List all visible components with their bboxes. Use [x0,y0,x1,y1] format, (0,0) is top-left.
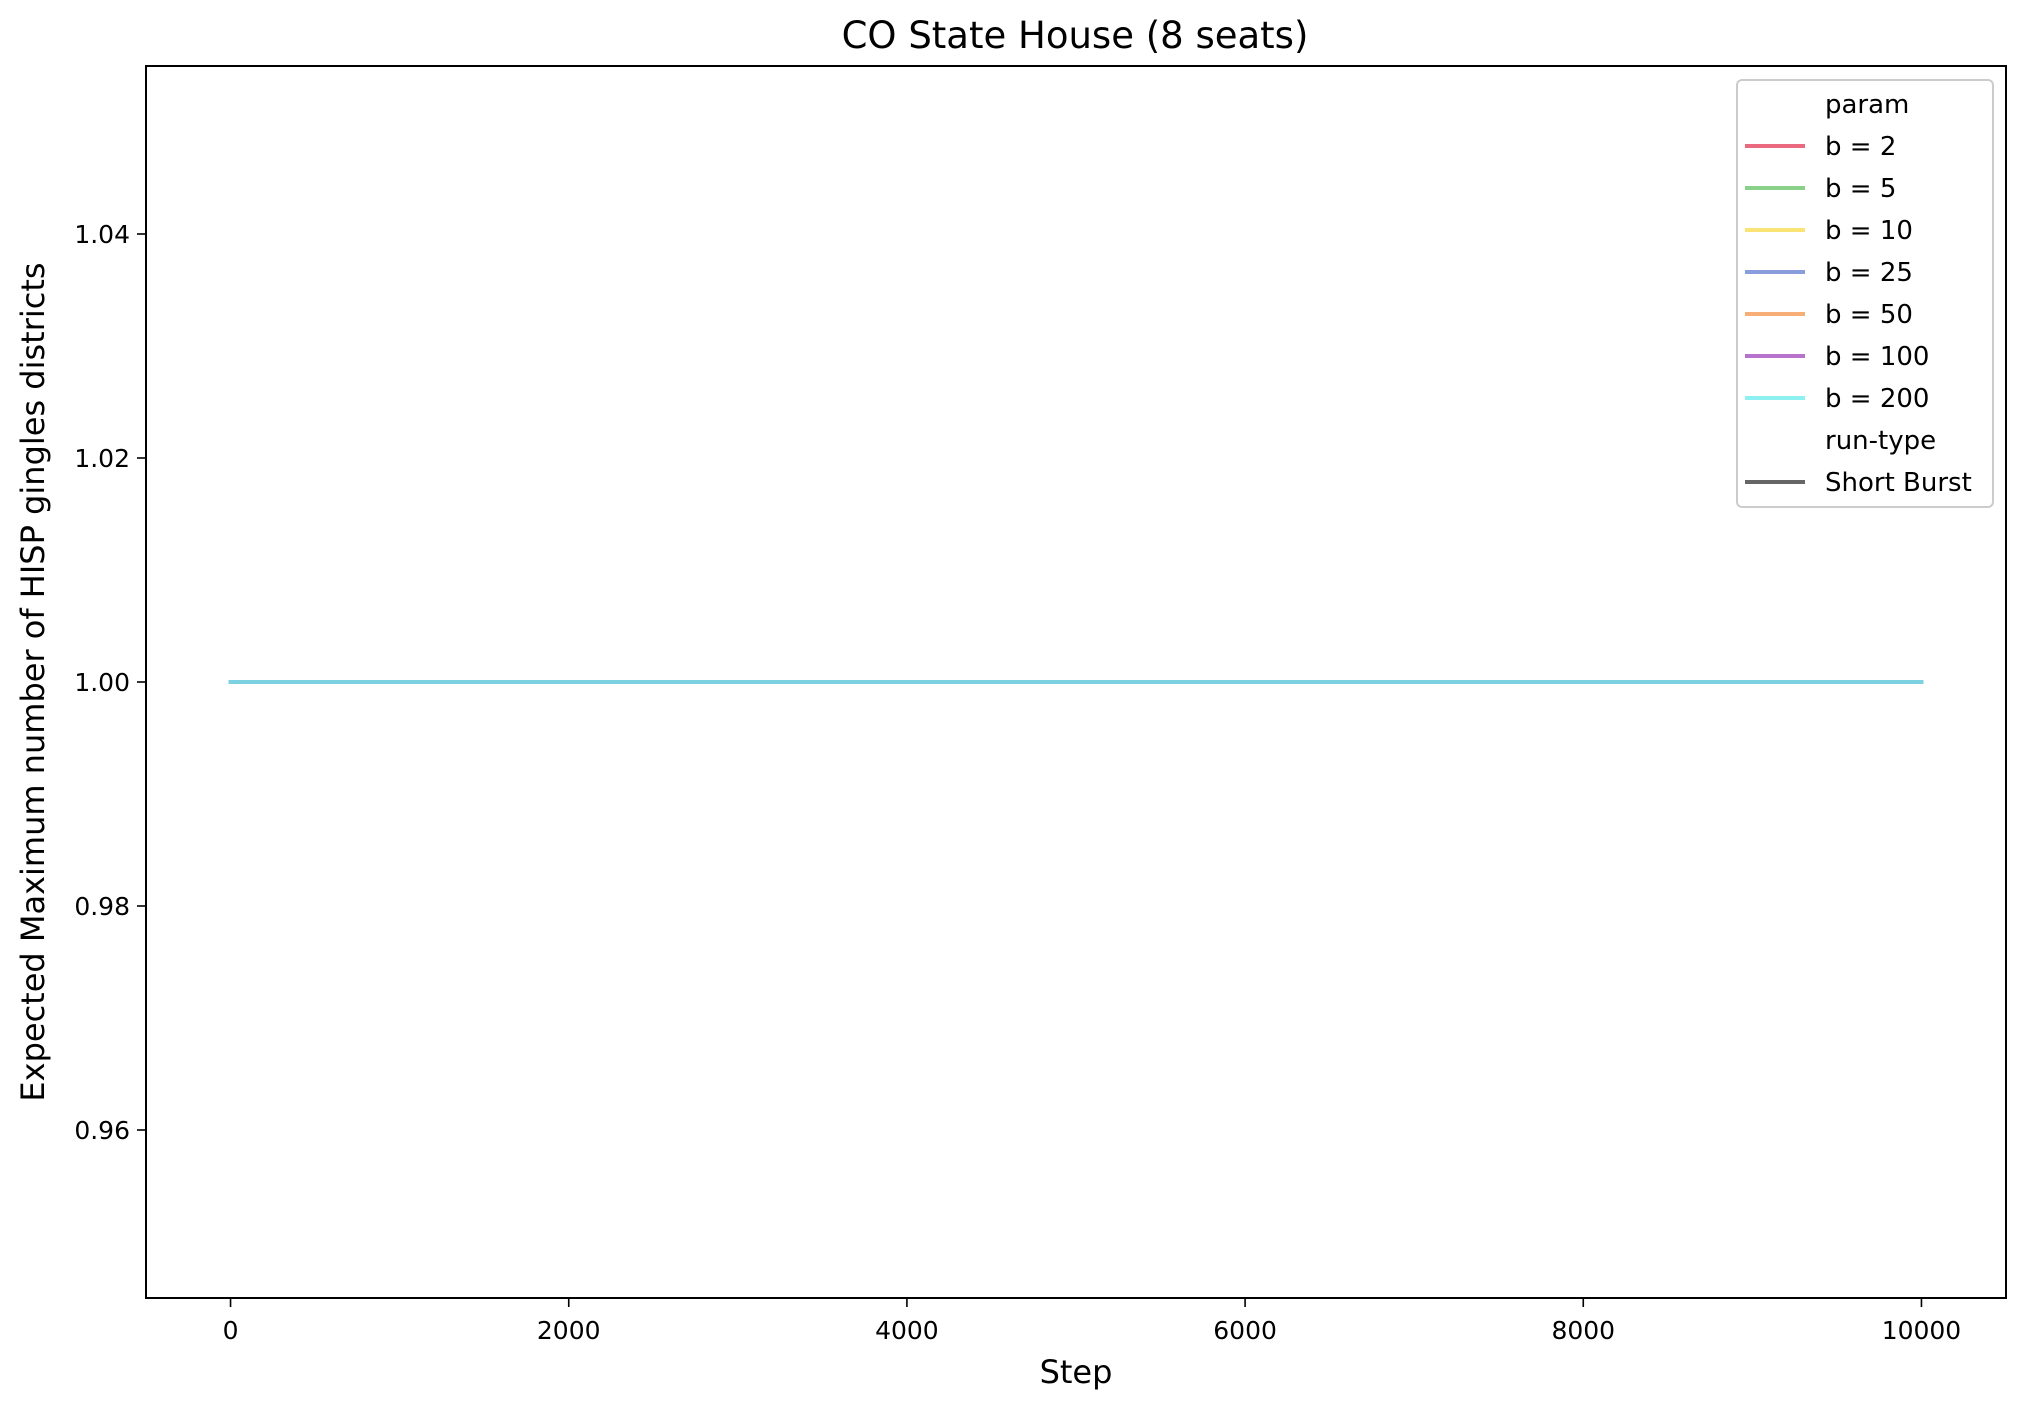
y-axis: 0.96 0.98 1.00 1.02 1.04 [74,220,146,1145]
legend-heading-param: param [1825,90,1909,120]
legend-entry-label: b = 100 [1825,342,1929,372]
x-tick-label: 2000 [537,1316,601,1345]
x-tick-label: 6000 [1213,1316,1277,1345]
y-tick-label: 0.96 [74,1116,130,1145]
legend-entry-label: b = 25 [1825,258,1913,288]
legend-entry-label: b = 5 [1825,174,1896,204]
y-tick-label: 1.02 [74,444,130,473]
legend-heading-run-type: run-type [1825,426,1936,456]
x-axis-label: Step [1040,1353,1113,1391]
y-tick-label: 0.98 [74,892,130,921]
legend-entry-label: b = 2 [1825,132,1896,162]
x-tick-label: 0 [223,1316,239,1345]
x-tick-label: 4000 [875,1316,939,1345]
legend: param b = 2 b = 5 b = 10 b = 25 b = 50 b = 100… [1736,79,1994,508]
y-axis-label: Expected Maximum number of HISP gingles … [14,262,52,1101]
legend-entry-label: b = 10 [1825,216,1913,246]
legend-entry-label: Short Burst [1825,468,1972,498]
chart-title: CO State House (8 seats) [842,14,1309,57]
y-tick-label: 1.00 [74,668,130,697]
x-axis: 0 2000 4000 6000 8000 10000 [223,1298,1962,1345]
x-tick-label: 10000 [1882,1316,1962,1345]
legend-entry-label: b = 50 [1825,300,1913,330]
x-tick-label: 8000 [1551,1316,1615,1345]
y-tick-label: 1.04 [74,220,130,249]
legend-items: param b = 2 b = 5 b = 10 b = 25 b = 50 b = 100… [1745,90,1972,498]
legend-entry-label: b = 200 [1825,384,1929,414]
